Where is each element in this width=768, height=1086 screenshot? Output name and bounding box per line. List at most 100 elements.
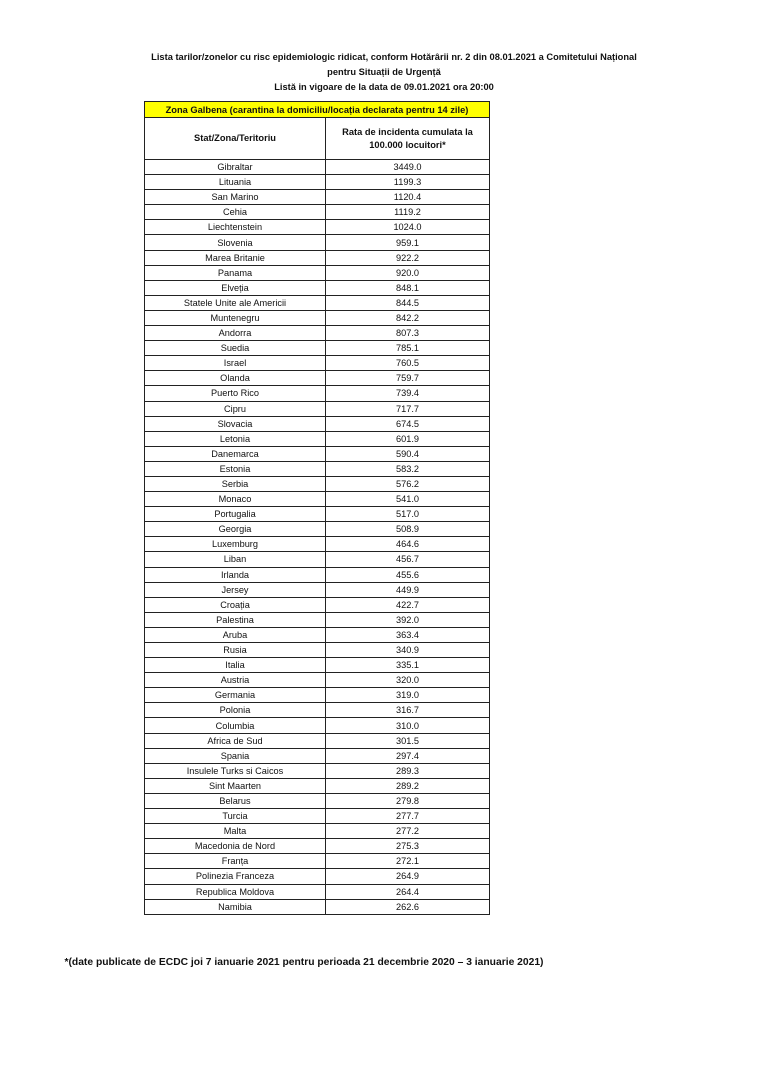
incidence-cell: 422.7 bbox=[325, 596, 490, 613]
incidence-cell: 601.9 bbox=[325, 430, 490, 447]
table-row: Lituania 1199.3 bbox=[144, 174, 490, 191]
table-row: Olanda 759.7 bbox=[144, 370, 490, 387]
country-cell: Israel bbox=[144, 355, 326, 372]
country-cell: Malta bbox=[144, 823, 326, 840]
table-row: Columbia 310.0 bbox=[144, 717, 490, 734]
table-row: Germania 319.0 bbox=[144, 687, 490, 704]
incidence-cell: 760.5 bbox=[325, 355, 490, 372]
incidence-cell: 517.0 bbox=[325, 506, 490, 523]
country-cell: Muntenegru bbox=[144, 309, 326, 327]
incidence-cell: 576.2 bbox=[325, 475, 490, 493]
incidence-cell: 583.2 bbox=[325, 460, 490, 477]
incidence-cell: 1120.4 bbox=[325, 189, 490, 206]
table-row: Monaco 541.0 bbox=[144, 491, 490, 508]
country-cell: Croația bbox=[144, 596, 326, 613]
incidence-cell: 319.0 bbox=[325, 687, 490, 704]
country-cell: Puerto Rico bbox=[144, 385, 326, 402]
table-row: Estonia 583.2 bbox=[144, 460, 490, 477]
table-body: Gibraltar 3449.0 Lituania 1199.3 San Marino 1… bbox=[144, 158, 490, 915]
incidence-cell: 842.2 bbox=[325, 309, 490, 327]
incidence-cell: 272.1 bbox=[325, 853, 490, 870]
country-cell: Liechtenstein bbox=[144, 219, 326, 236]
table-row: Africa de Sud 301.5 bbox=[144, 732, 490, 749]
country-cell: Germania bbox=[144, 687, 326, 704]
table-row: Insulele Turks si Caicos 289.3 bbox=[144, 762, 490, 779]
incidence-cell: 363.4 bbox=[325, 626, 490, 644]
country-cell: Rusia bbox=[144, 641, 326, 659]
table-row: Irlanda 455.6 bbox=[144, 566, 490, 583]
table-row: Andorra 807.3 bbox=[144, 325, 490, 342]
column-header-country: Stat/Zona/Teritoriu bbox=[144, 117, 326, 160]
country-cell: Belarus bbox=[144, 792, 326, 810]
country-cell: Serbia bbox=[144, 475, 326, 493]
incidence-cell: 717.7 bbox=[325, 400, 490, 417]
table-row: Liban 456.7 bbox=[144, 551, 490, 568]
table-row: San Marino 1120.4 bbox=[144, 189, 490, 206]
incidence-cell: 759.7 bbox=[325, 370, 490, 387]
table-row: Croația 422.7 bbox=[144, 596, 490, 613]
country-cell: Statele Unite ale Americii bbox=[144, 294, 326, 311]
incidence-cell: 920.0 bbox=[325, 264, 490, 281]
country-cell: Slovacia bbox=[144, 415, 326, 432]
incidence-cell: 922.2 bbox=[325, 249, 490, 266]
country-cell: Insulele Turks si Caicos bbox=[144, 762, 326, 779]
table-row: Sint Maarten 289.2 bbox=[144, 777, 490, 794]
country-cell: Marea Britanie bbox=[144, 249, 326, 266]
country-cell: Italia bbox=[144, 657, 326, 674]
zone-title: Zona Galbena (carantina la domiciliu/loc… bbox=[144, 101, 490, 118]
table-row: Palestina 392.0 bbox=[144, 611, 490, 628]
table-row: Danemarca 590.4 bbox=[144, 445, 490, 462]
country-cell: Panama bbox=[144, 264, 326, 281]
incidence-cell: 264.4 bbox=[325, 883, 490, 900]
incidence-cell: 264.9 bbox=[325, 868, 490, 885]
incidence-cell: 674.5 bbox=[325, 415, 490, 432]
document-title-line-2: pentru Situații de Urgență bbox=[327, 67, 441, 77]
table-row: Elveția 848.1 bbox=[144, 279, 490, 296]
table-row: Malta 277.2 bbox=[144, 823, 490, 840]
country-cell: Cehia bbox=[144, 204, 326, 221]
country-cell: Columbia bbox=[144, 717, 326, 734]
country-cell: Estonia bbox=[144, 460, 326, 477]
incidence-cell: 464.6 bbox=[325, 536, 490, 553]
incidence-cell: 301.5 bbox=[325, 732, 490, 749]
incidence-cell: 1199.3 bbox=[325, 174, 490, 191]
country-cell: Namibia bbox=[144, 898, 326, 915]
table-row: Franța 272.1 bbox=[144, 853, 490, 870]
country-cell: Sint Maarten bbox=[144, 777, 326, 794]
incidence-cell: 316.7 bbox=[325, 702, 490, 719]
country-cell: Elveția bbox=[144, 279, 326, 296]
column-header-incidence: Rata de incidenta cumulata la 100.000 lo… bbox=[325, 117, 490, 160]
country-cell: Portugalia bbox=[144, 506, 326, 523]
table-row: Statele Unite ale Americii 844.5 bbox=[144, 294, 490, 311]
table-row: Portugalia 517.0 bbox=[144, 506, 490, 523]
table-row: Georgia 508.9 bbox=[144, 521, 490, 538]
table-row: Namibia 262.6 bbox=[144, 898, 490, 915]
table-row: Austria 320.0 bbox=[144, 672, 490, 689]
country-cell: Liban bbox=[144, 551, 326, 568]
incidence-cell: 262.6 bbox=[325, 898, 490, 915]
country-cell: Monaco bbox=[144, 491, 326, 508]
incidence-cell: 277.2 bbox=[325, 823, 490, 840]
table-row: Polinezia Franceza 264.9 bbox=[144, 868, 490, 885]
incidence-cell: 289.3 bbox=[325, 762, 490, 779]
incidence-cell: 3449.0 bbox=[325, 158, 490, 176]
country-cell: Luxemburg bbox=[144, 536, 326, 553]
country-cell: Franța bbox=[144, 853, 326, 870]
country-cell: Suedia bbox=[144, 340, 326, 357]
table-row: Italia 335.1 bbox=[144, 657, 490, 674]
table-row: Polonia 316.7 bbox=[144, 702, 490, 719]
incidence-cell: 449.9 bbox=[325, 581, 490, 598]
country-cell: Cipru bbox=[144, 400, 326, 417]
incidence-cell: 590.4 bbox=[325, 445, 490, 462]
incidence-cell: 275.3 bbox=[325, 838, 490, 855]
document-validity-line: Listă in vigoare de la data de 09.01.202… bbox=[274, 82, 494, 92]
risk-countries-table: Zona Galbena (carantina la domiciliu/loc… bbox=[144, 101, 490, 915]
incidence-cell: 508.9 bbox=[325, 521, 490, 538]
incidence-cell: 739.4 bbox=[325, 385, 490, 402]
table-row: Luxemburg 464.6 bbox=[144, 536, 490, 553]
table-row: Cehia 1119.2 bbox=[144, 204, 490, 221]
incidence-cell: 455.6 bbox=[325, 566, 490, 583]
table-row: Aruba 363.4 bbox=[144, 626, 490, 644]
incidence-cell: 340.9 bbox=[325, 641, 490, 659]
country-cell: Aruba bbox=[144, 626, 326, 644]
